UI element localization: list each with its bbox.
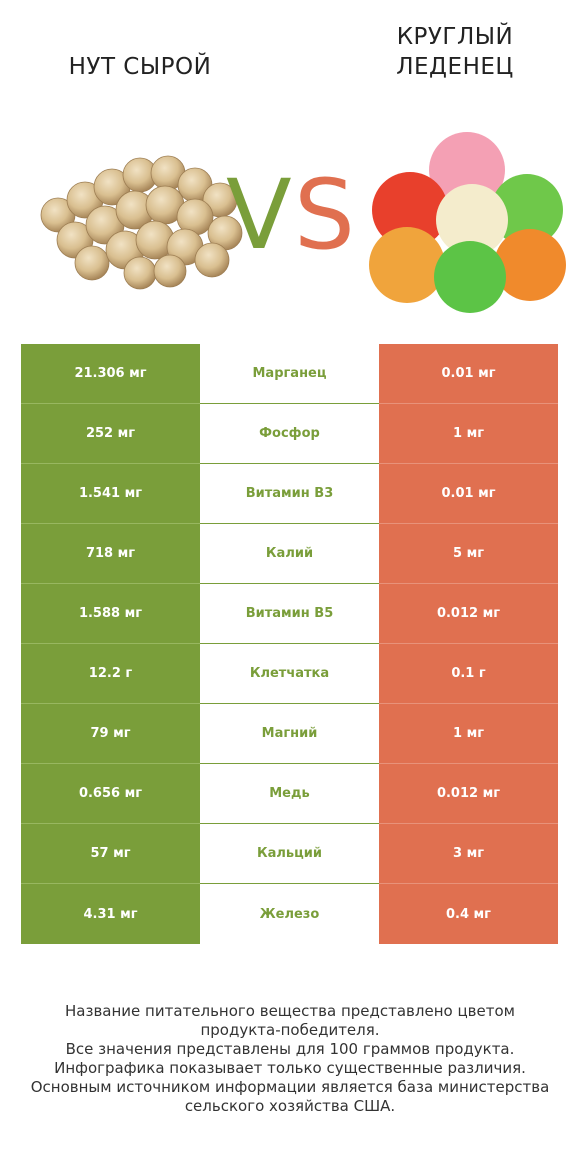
footnote-line: продукта-победителя.	[200, 1021, 380, 1039]
right-value-cell: 0.01 мг	[379, 464, 558, 524]
table-row: 718 мг Калий 5 мг	[21, 524, 558, 584]
footnote-line: сельского хозяйства США.	[184, 1097, 396, 1115]
left-value-cell: 1.588 мг	[21, 584, 200, 644]
left-value-cell: 1.541 мг	[21, 464, 200, 524]
left-value-cell: 57 мг	[21, 824, 200, 884]
right-value-cell: 0.01 мг	[379, 344, 558, 404]
nutrient-name-cell: Витамин B3	[200, 464, 379, 524]
chickpea-pile-icon	[30, 145, 245, 295]
table-row: 0.656 мг Медь 0.012 мг	[21, 764, 558, 824]
footnote-line: Основным источником информации является …	[30, 1078, 550, 1096]
right-product-title-line1: КРУГЛЫЙ	[396, 24, 514, 50]
footnote: Название питательного вещества представл…	[30, 1002, 550, 1116]
table-row: 21.306 мг Марганец 0.01 мг	[21, 344, 558, 404]
nutrient-name-cell: Железо	[200, 884, 379, 944]
footnote-line: Инфографика показывает только существенн…	[54, 1059, 526, 1077]
left-product-title: НУТ СЫРОЙ	[68, 54, 212, 80]
table-row: 1.588 мг Витамин B5 0.012 мг	[21, 584, 558, 644]
footnote-line: Название питательного вещества представл…	[65, 1002, 515, 1020]
left-value-cell: 4.31 мг	[21, 884, 200, 944]
left-value-cell: 718 мг	[21, 524, 200, 584]
vs-letter-s: S	[294, 159, 355, 271]
right-value-cell: 0.1 г	[379, 644, 558, 704]
right-value-cell: 0.4 мг	[379, 884, 558, 944]
right-value-cell: 5 мг	[379, 524, 558, 584]
right-value-cell: 0.012 мг	[379, 584, 558, 644]
comparison-table: 21.306 мг Марганец 0.01 мг 252 мг Фосфор 1 мг…	[21, 344, 558, 944]
left-value-cell: 0.656 мг	[21, 764, 200, 824]
nutrient-name-cell: Марганец	[200, 344, 379, 404]
nutrient-name-cell: Клетчатка	[200, 644, 379, 704]
table-row: 79 мг Магний 1 мг	[21, 704, 558, 764]
nutrient-name-cell: Медь	[200, 764, 379, 824]
nutrient-name-cell: Фосфор	[200, 404, 379, 464]
right-value-cell: 1 мг	[379, 404, 558, 464]
footnote-line: Все значения представлены для 100 граммо…	[65, 1040, 515, 1058]
right-value-cell: 1 мг	[379, 704, 558, 764]
left-value-cell: 21.306 мг	[21, 344, 200, 404]
table-row: 252 мг Фосфор 1 мг	[21, 404, 558, 464]
left-value-cell: 12.2 г	[21, 644, 200, 704]
left-value-cell: 252 мг	[21, 404, 200, 464]
nutrient-name-cell: Кальций	[200, 824, 379, 884]
gumdrop-candies-icon	[362, 125, 567, 325]
vs-letter-v: V	[226, 159, 292, 271]
right-product-title-line2: ЛЕДЕНЕЦ	[396, 54, 514, 80]
table-row: 12.2 г Клетчатка 0.1 г	[21, 644, 558, 704]
right-product-title: КРУГЛЫЙ ЛЕДЕНЕЦ	[340, 22, 570, 82]
right-value-cell: 0.012 мг	[379, 764, 558, 824]
left-value-cell: 79 мг	[21, 704, 200, 764]
table-row: 4.31 мг Железо 0.4 мг	[21, 884, 558, 944]
nutrient-name-cell: Калий	[200, 524, 379, 584]
table-row: 57 мг Кальций 3 мг	[21, 824, 558, 884]
nutrient-name-cell: Витамин B5	[200, 584, 379, 644]
table-row: 1.541 мг Витамин B3 0.01 мг	[21, 464, 558, 524]
nutrient-name-cell: Магний	[200, 704, 379, 764]
right-value-cell: 3 мг	[379, 824, 558, 884]
